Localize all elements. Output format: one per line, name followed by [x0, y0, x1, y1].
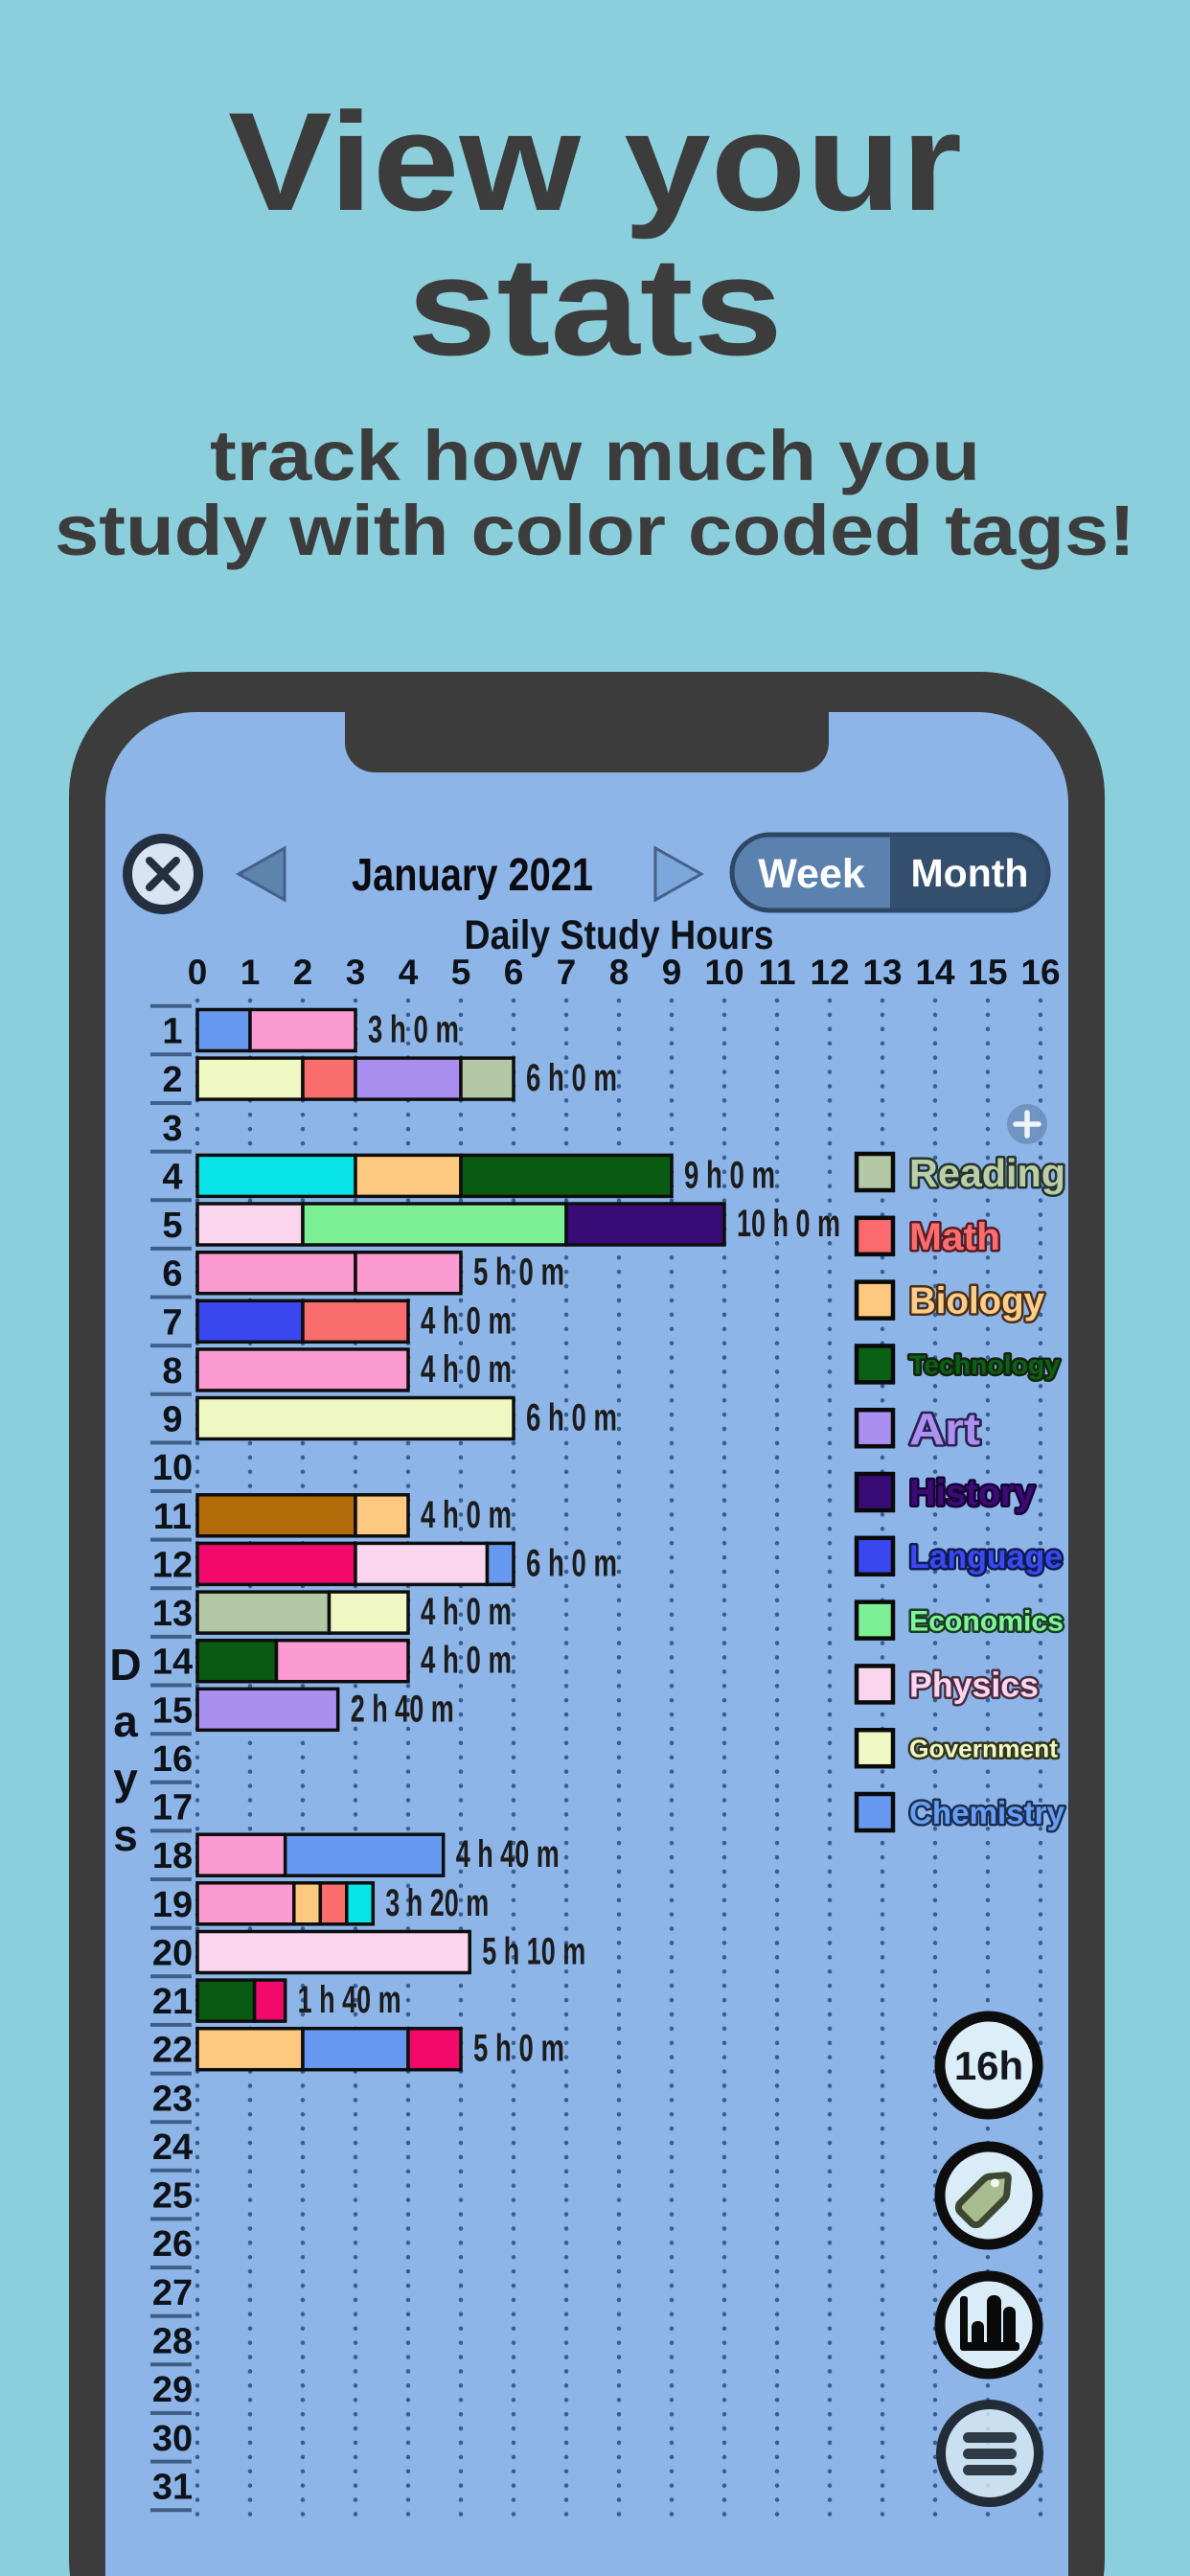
svg-text:22: 22	[152, 2031, 193, 2071]
svg-text:study with color coded tags!: study with color coded tags!	[55, 491, 1135, 570]
svg-text:12: 12	[810, 953, 849, 992]
svg-text:1: 1	[240, 953, 261, 992]
svg-text:3: 3	[162, 1109, 182, 1149]
svg-text:6: 6	[162, 1254, 182, 1295]
svg-text:4: 4	[162, 1157, 182, 1197]
svg-text:11: 11	[153, 1497, 192, 1537]
svg-text:1 h 40 m: 1 h 40 m	[298, 1979, 401, 2021]
svg-text:3 h 20 m: 3 h 20 m	[385, 1882, 489, 1924]
svg-text:Reading: Reading	[909, 1151, 1065, 1195]
svg-text:6: 6	[504, 953, 524, 992]
svg-text:s: s	[113, 1810, 138, 1860]
svg-text:Biology: Biology	[909, 1281, 1044, 1322]
svg-text:4 h 0 m: 4 h 0 m	[421, 1300, 512, 1342]
svg-text:6 h 0 m: 6 h 0 m	[526, 1542, 617, 1584]
svg-text:Art: Art	[909, 1404, 980, 1454]
svg-text:View your: View your	[228, 83, 962, 240]
svg-text:15: 15	[968, 953, 1007, 992]
svg-text:History: History	[909, 1474, 1035, 1514]
svg-text:27: 27	[152, 2273, 193, 2313]
svg-text:13: 13	[152, 1594, 193, 1634]
svg-text:14: 14	[915, 953, 955, 992]
svg-text:28: 28	[152, 2322, 193, 2362]
svg-text:0: 0	[188, 953, 208, 992]
svg-text:20: 20	[152, 1934, 193, 1974]
svg-text:16h: 16h	[954, 2043, 1023, 2088]
svg-text:21: 21	[152, 1982, 193, 2022]
svg-text:10: 10	[152, 1448, 193, 1488]
svg-text:y: y	[113, 1754, 138, 1804]
svg-text:8: 8	[162, 1351, 182, 1392]
svg-text:5: 5	[162, 1206, 182, 1246]
svg-text:7: 7	[162, 1302, 182, 1343]
svg-text:18: 18	[152, 1836, 193, 1876]
svg-text:4 h 0 m: 4 h 0 m	[421, 1591, 512, 1633]
svg-text:25: 25	[152, 2176, 193, 2217]
svg-text:29: 29	[152, 2370, 193, 2410]
svg-text:31: 31	[152, 2467, 193, 2507]
svg-text:9: 9	[662, 953, 682, 992]
svg-text:Physics: Physics	[909, 1665, 1039, 1704]
svg-text:9 h 0 m: 9 h 0 m	[684, 1154, 775, 1196]
svg-text:Technology: Technology	[909, 1350, 1060, 1380]
svg-text:4 h 0 m: 4 h 0 m	[421, 1494, 512, 1536]
svg-text:10 h 0 m: 10 h 0 m	[737, 1203, 840, 1245]
svg-text:5 h 0 m: 5 h 0 m	[473, 2028, 564, 2070]
svg-text:2: 2	[293, 953, 313, 992]
svg-text:Daily Study Hours: Daily Study Hours	[465, 912, 774, 958]
svg-text:2: 2	[162, 1060, 182, 1100]
svg-text:23: 23	[152, 2079, 193, 2119]
svg-text:16: 16	[152, 1739, 193, 1780]
svg-text:5 h 0 m: 5 h 0 m	[473, 1252, 564, 1294]
svg-text:Economics: Economics	[909, 1605, 1064, 1637]
svg-text:17: 17	[152, 1788, 193, 1828]
svg-text:a: a	[113, 1696, 138, 1746]
svg-text:Language: Language	[909, 1539, 1063, 1576]
svg-text:Math: Math	[909, 1216, 1000, 1258]
svg-text:16: 16	[1020, 953, 1060, 992]
svg-text:24: 24	[152, 2128, 193, 2168]
svg-text:3 h 0 m: 3 h 0 m	[368, 1009, 459, 1051]
svg-text:Government: Government	[909, 1735, 1058, 1763]
svg-text:30: 30	[152, 2419, 193, 2459]
svg-text:4 h 0 m: 4 h 0 m	[421, 1640, 512, 1682]
svg-text:Month: Month	[911, 851, 1029, 895]
svg-text:6 h 0 m: 6 h 0 m	[526, 1397, 617, 1439]
svg-text:4 h 0 m: 4 h 0 m	[421, 1348, 512, 1391]
svg-text:15: 15	[152, 1690, 193, 1731]
svg-text:D: D	[109, 1640, 141, 1690]
svg-text:10: 10	[704, 953, 744, 992]
svg-text:stats: stats	[407, 228, 783, 384]
svg-text:track how much you: track how much you	[210, 416, 980, 495]
svg-text:14: 14	[152, 1643, 193, 1683]
svg-text:8: 8	[609, 953, 629, 992]
svg-text:January 2021: January 2021	[352, 850, 593, 901]
svg-text:11: 11	[758, 953, 795, 992]
svg-text:7: 7	[557, 953, 577, 992]
svg-text:2 h 40 m: 2 h 40 m	[351, 1688, 454, 1730]
svg-text:4: 4	[399, 953, 419, 992]
svg-text:19: 19	[152, 1885, 193, 1925]
svg-text:13: 13	[862, 953, 902, 992]
svg-text:9: 9	[162, 1400, 182, 1440]
svg-text:5 h 10 m: 5 h 10 m	[482, 1931, 585, 1973]
svg-text:12: 12	[152, 1545, 193, 1585]
svg-text:Chemistry: Chemistry	[909, 1795, 1065, 1830]
svg-text:Week: Week	[758, 851, 865, 897]
svg-text:5: 5	[451, 953, 471, 992]
svg-text:1: 1	[162, 1012, 182, 1052]
svg-text:4 h 40 m: 4 h 40 m	[456, 1833, 560, 1875]
svg-text:6 h 0 m: 6 h 0 m	[526, 1057, 617, 1099]
svg-text:26: 26	[152, 2224, 193, 2265]
svg-text:3: 3	[346, 953, 366, 992]
